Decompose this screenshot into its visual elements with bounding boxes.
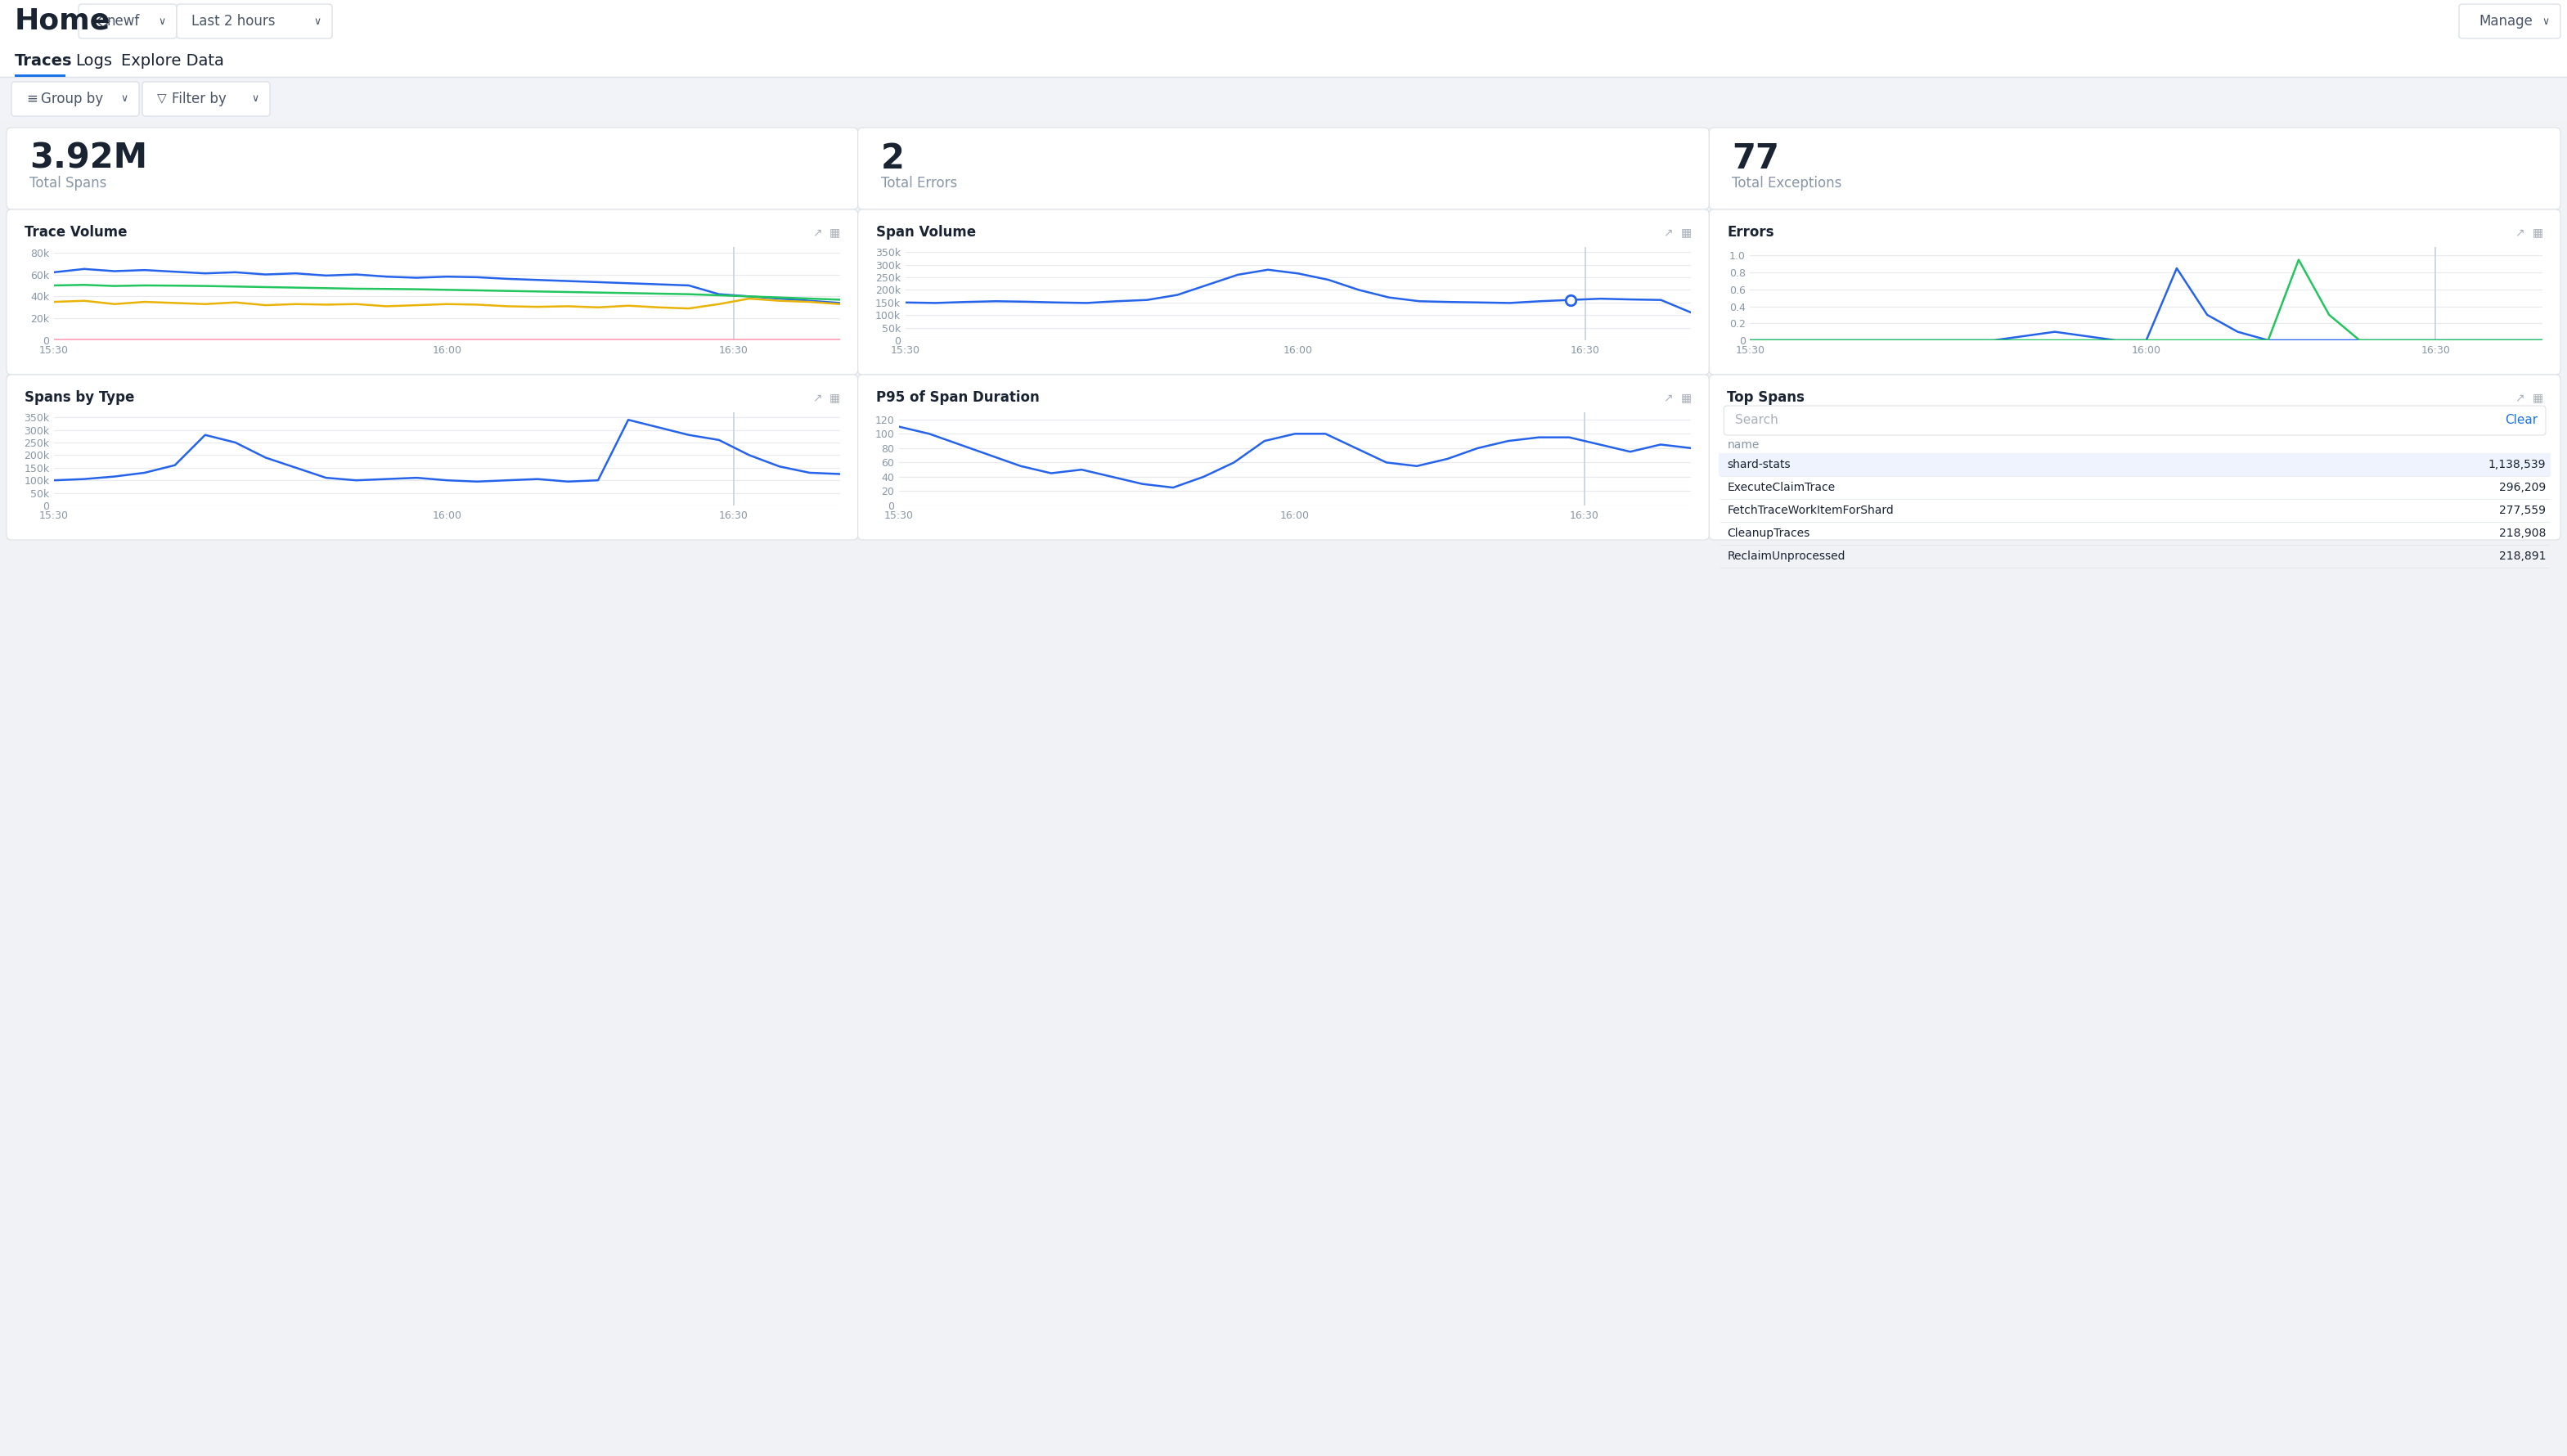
Text: newf: newf <box>105 15 139 29</box>
Text: 1,138,539: 1,138,539 <box>2487 459 2546 470</box>
Text: ≡: ≡ <box>26 92 39 106</box>
Text: 3.92M: 3.92M <box>28 141 146 176</box>
Text: Explore Data: Explore Data <box>121 52 223 68</box>
Text: ReclaimUnprocessed: ReclaimUnprocessed <box>1728 550 1846 562</box>
Text: Traces: Traces <box>15 52 72 68</box>
FancyBboxPatch shape <box>2459 4 2559 38</box>
Text: Errors: Errors <box>1728 224 1774 240</box>
Text: 218,891: 218,891 <box>2498 550 2546 562</box>
FancyBboxPatch shape <box>10 82 139 116</box>
Text: ↗: ↗ <box>1663 392 1674 403</box>
Text: Manage: Manage <box>2480 15 2534 29</box>
Text: Logs: Logs <box>74 52 113 68</box>
FancyBboxPatch shape <box>8 374 857 540</box>
Text: P95 of Span Duration: P95 of Span Duration <box>875 390 1040 405</box>
Text: ▦: ▦ <box>1681 392 1692 403</box>
FancyBboxPatch shape <box>857 128 1710 210</box>
Text: ▦: ▦ <box>1681 227 1692 237</box>
Text: Search: Search <box>1735 415 1779 427</box>
Text: Trace Volume: Trace Volume <box>26 224 128 240</box>
Text: ↗: ↗ <box>2516 227 2523 237</box>
Text: Total Spans: Total Spans <box>28 176 108 191</box>
Text: ▦: ▦ <box>829 392 839 403</box>
Text: Filter by: Filter by <box>172 92 226 106</box>
FancyBboxPatch shape <box>8 128 857 210</box>
Text: ↗: ↗ <box>811 392 821 403</box>
FancyBboxPatch shape <box>177 4 331 38</box>
Text: Group by: Group by <box>41 92 103 106</box>
Text: ∨: ∨ <box>121 93 128 105</box>
Text: shard-stats: shard-stats <box>1728 459 1792 470</box>
Text: ▦: ▦ <box>2531 392 2544 403</box>
Text: Total Exceptions: Total Exceptions <box>1733 176 1843 191</box>
FancyBboxPatch shape <box>1710 374 2559 540</box>
FancyBboxPatch shape <box>80 4 177 38</box>
Text: ∨: ∨ <box>313 16 321 26</box>
Text: ExecuteClaimTrace: ExecuteClaimTrace <box>1728 482 1835 494</box>
Text: 2: 2 <box>880 141 904 176</box>
Bar <box>15 74 64 77</box>
Text: Span Volume: Span Volume <box>875 224 975 240</box>
Text: Total Errors: Total Errors <box>880 176 957 191</box>
Text: 77: 77 <box>1733 141 1779 176</box>
Text: ↗: ↗ <box>1663 227 1674 237</box>
FancyBboxPatch shape <box>0 0 2567 42</box>
Text: Home: Home <box>15 7 110 35</box>
Text: 218,908: 218,908 <box>2498 527 2546 539</box>
FancyBboxPatch shape <box>1725 406 2546 435</box>
Text: ∨: ∨ <box>159 16 167 26</box>
Text: ▦: ▦ <box>2531 227 2544 237</box>
FancyBboxPatch shape <box>141 82 270 116</box>
Text: Top Spans: Top Spans <box>1728 390 1805 405</box>
Text: ▽: ▽ <box>157 93 167 105</box>
FancyBboxPatch shape <box>1710 210 2559 374</box>
Text: 296,209: 296,209 <box>2498 482 2546 494</box>
Text: ↗: ↗ <box>811 227 821 237</box>
Text: CleanupTraces: CleanupTraces <box>1728 527 1810 539</box>
FancyBboxPatch shape <box>1720 453 2552 476</box>
Text: Spans by Type: Spans by Type <box>26 390 133 405</box>
FancyBboxPatch shape <box>857 374 1710 540</box>
Text: ▦: ▦ <box>829 227 839 237</box>
FancyBboxPatch shape <box>0 42 2567 77</box>
Text: ∨: ∨ <box>252 93 259 105</box>
Text: Last 2 hours: Last 2 hours <box>193 15 275 29</box>
Text: ∨: ∨ <box>2541 16 2549 26</box>
FancyBboxPatch shape <box>8 210 857 374</box>
FancyBboxPatch shape <box>857 210 1710 374</box>
Text: 277,559: 277,559 <box>2500 505 2546 515</box>
Text: name: name <box>1728 440 1758 451</box>
FancyBboxPatch shape <box>1710 128 2559 210</box>
Text: ↗: ↗ <box>2516 392 2523 403</box>
FancyBboxPatch shape <box>0 77 2567 121</box>
Text: FetchTraceWorkItemForShard: FetchTraceWorkItemForShard <box>1728 505 1894 515</box>
Text: Clear: Clear <box>2505 415 2539 427</box>
